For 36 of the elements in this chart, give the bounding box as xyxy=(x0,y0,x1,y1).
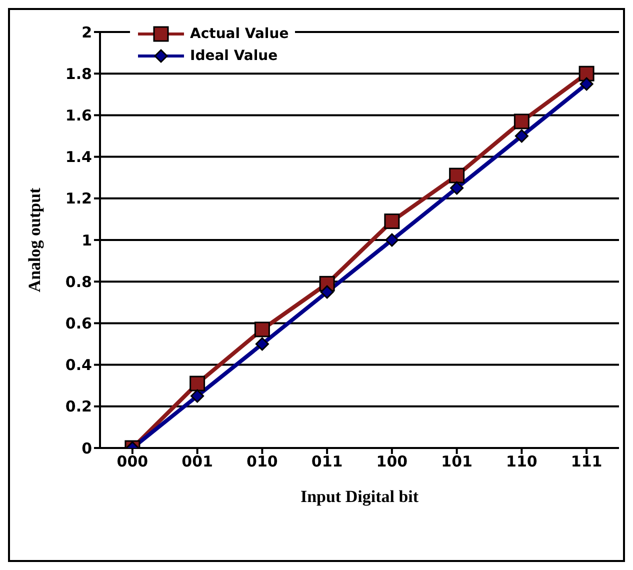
x-axis-title: Input Digital bit xyxy=(300,487,419,506)
x-tick-label: 110 xyxy=(506,452,538,471)
x-tick-label: 011 xyxy=(311,452,343,471)
y-axis-title: Analog output xyxy=(25,187,44,292)
point xyxy=(254,322,270,338)
x-tick-label: 111 xyxy=(570,452,602,471)
x-tick-label: 000 xyxy=(116,452,148,471)
point xyxy=(450,181,464,195)
y-tick-label: 1.8 xyxy=(65,64,92,83)
y-tick-label: 0.2 xyxy=(65,398,92,416)
point xyxy=(385,233,399,247)
point xyxy=(320,285,334,299)
point xyxy=(384,214,400,230)
y-tick-label: 0.4 xyxy=(65,356,92,374)
x-tick-label: 101 xyxy=(441,452,472,471)
point xyxy=(514,129,528,143)
point xyxy=(190,376,206,392)
point xyxy=(514,114,530,130)
point xyxy=(580,77,594,91)
point xyxy=(449,168,465,184)
y-tick-label: 0.6 xyxy=(65,314,92,333)
x-tick-label: 001 xyxy=(182,452,213,471)
point xyxy=(578,66,594,82)
y-tick-label: 1.4 xyxy=(65,148,92,166)
point xyxy=(255,337,269,351)
point xyxy=(190,389,204,403)
y-tick-label: 1 xyxy=(82,231,92,250)
legend-label: Ideal Value xyxy=(190,48,278,64)
legend-label: Actual Value xyxy=(190,26,289,42)
y-tick-label: 1.2 xyxy=(65,190,92,208)
x-tick-label: 010 xyxy=(246,452,278,471)
y-tick-label: 0.8 xyxy=(65,272,92,291)
x-tick-label: 100 xyxy=(376,452,408,471)
y-tick-label: 1.6 xyxy=(65,106,92,125)
y-tick-label: 2 xyxy=(82,23,92,42)
y-tick-label: 0 xyxy=(82,439,92,458)
